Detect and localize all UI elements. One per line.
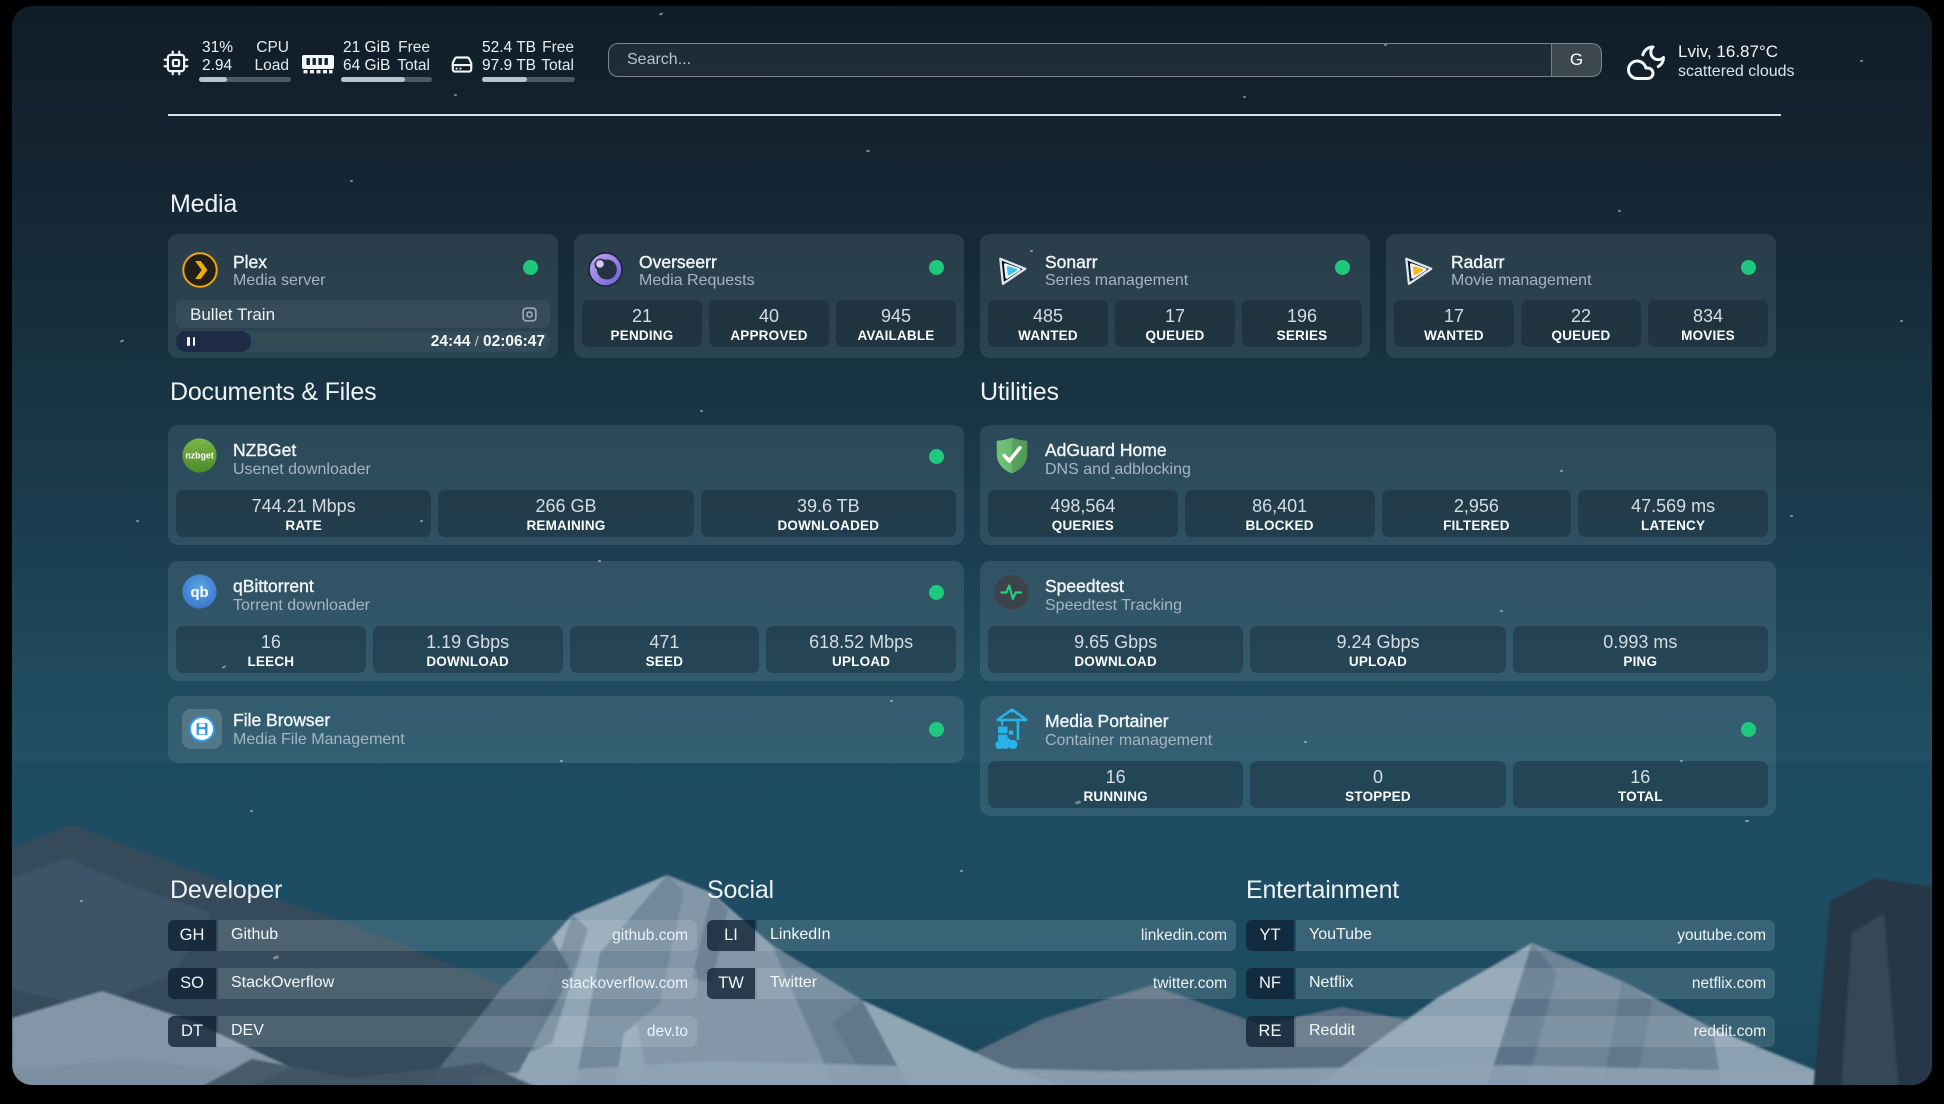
svg-text:qb: qb xyxy=(190,585,208,601)
svg-text:nzbget: nzbget xyxy=(185,451,213,461)
